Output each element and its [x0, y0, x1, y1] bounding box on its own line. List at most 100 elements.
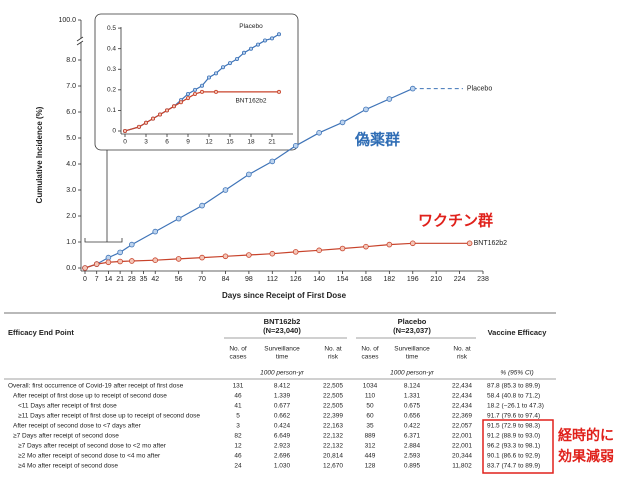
cell: 41 [234, 403, 242, 410]
column-header: time [406, 354, 419, 361]
cell: 46 [234, 393, 242, 400]
row-label: ≥2 Mo after receipt of second dose to <4… [18, 453, 161, 460]
marker [171, 104, 176, 109]
cell: 3 [236, 423, 240, 430]
marker [178, 100, 183, 105]
efficacy-header: Vaccine Efficacy [488, 328, 548, 337]
y-tick-label: 7.0 [66, 83, 76, 90]
marker [213, 89, 218, 94]
inset-connector [84, 150, 123, 243]
marker [269, 158, 276, 165]
marker [123, 128, 128, 133]
group-n: (N=23,040) [263, 326, 301, 335]
y-tick-label: 0.4 [107, 45, 116, 52]
marker [409, 240, 416, 247]
cell: 1.331 [404, 393, 421, 400]
y-tick-label: 8.0 [66, 57, 76, 64]
group-n: (N=23,037) [393, 326, 431, 335]
cell: 20,344 [452, 453, 472, 460]
marker [152, 228, 159, 235]
marker [105, 254, 112, 261]
efficacy-cell: 91.2 (88.9 to 93.0) [487, 433, 540, 440]
column-header: risk [328, 354, 339, 361]
cell: 1.339 [274, 393, 291, 400]
marker [316, 130, 322, 136]
cell: 12,670 [323, 463, 343, 470]
y-tick-label: 0.1 [107, 107, 116, 114]
marker [292, 249, 299, 255]
column-header: No. at [453, 346, 471, 353]
marker [185, 96, 190, 101]
cell: 110 [365, 393, 376, 400]
cell: 0.662 [274, 413, 291, 420]
cell: 82 [234, 433, 242, 440]
cell: 2.593 [404, 453, 421, 460]
unit: 1000 person-yr [390, 370, 435, 377]
marker [199, 83, 204, 88]
marker [234, 56, 239, 61]
marker [185, 91, 190, 96]
marker [386, 96, 393, 102]
cell: 22,057 [452, 423, 472, 430]
x-tick-label: 28 [128, 276, 136, 283]
marker [269, 36, 274, 41]
cell: 22,163 [323, 423, 343, 430]
x-tick-label: 168 [360, 276, 372, 283]
marker [192, 91, 197, 96]
marker [466, 240, 473, 247]
series-label: Placebo [467, 85, 492, 92]
row-label: ≥11 Days after receipt of first dose up … [18, 413, 200, 420]
cell: 131 [233, 383, 244, 390]
x-tick-label: 154 [337, 276, 349, 283]
marker [199, 202, 205, 209]
x-tick-label: 35 [140, 276, 148, 283]
cell: 449 [365, 453, 376, 460]
marker [136, 124, 141, 129]
row-label: After receipt of second dose to <7 days … [13, 423, 142, 430]
y-tick-label: 100.0 [58, 17, 76, 24]
marker [117, 258, 123, 265]
x-tick-label: 9 [186, 139, 190, 146]
y-tick-label: 4.0 [66, 161, 76, 168]
cell: 1034 [363, 383, 378, 390]
x-tick-label: 18 [247, 139, 255, 146]
x-tick-label: 224 [454, 276, 466, 283]
row-label: ≥7 Days after receipt of second dose to … [18, 443, 167, 450]
y-tick-label: 0.2 [107, 87, 116, 94]
column-header: risk [457, 354, 468, 361]
y-tick-label: 5.0 [66, 135, 76, 142]
x-tick-label: 3 [144, 139, 148, 146]
x-tick-label: 42 [151, 276, 159, 283]
column-header: No. at [324, 346, 342, 353]
marker [129, 241, 135, 248]
marker [157, 112, 162, 117]
marker [276, 89, 281, 94]
marker [82, 265, 88, 271]
placebo-annotation: 偽薬群 [354, 131, 400, 149]
cell: 11,802 [452, 463, 472, 470]
x-axis-title: Days since Receipt of First Dose [222, 291, 347, 300]
marker [199, 89, 204, 94]
x-tick-label: 14 [105, 276, 113, 283]
row-label: ≥4 Mo after receipt of second dose [18, 463, 118, 470]
efficacy-cell: 96.2 (93.3 to 98.1) [487, 443, 540, 450]
y-tick-label: 2.0 [66, 213, 76, 220]
marker [363, 106, 369, 113]
x-tick-label: 15 [226, 139, 234, 146]
efficacy-cell: 87.8 (85.3 to 89.9) [487, 383, 540, 390]
cell: 12 [234, 443, 242, 450]
marker [213, 71, 218, 76]
y-tick-label: 0.0 [66, 265, 76, 272]
series-label: Placebo [239, 23, 263, 30]
waning-annotation: 効果減弱 [558, 448, 614, 465]
cell: 6.371 [404, 433, 421, 440]
group-name: BNT162b2 [264, 317, 301, 326]
vaccine-annotation: ワクチン群 [418, 212, 493, 230]
cell: 2.696 [274, 453, 291, 460]
row-header: Efficacy End Point [8, 328, 74, 337]
row-label: <11 Days after receipt of first dose [18, 403, 117, 410]
efficacy-cell: 58.4 (40.8 to 71.2) [487, 393, 540, 400]
marker [175, 215, 182, 222]
marker [227, 61, 232, 66]
column-header: No. of [361, 346, 379, 353]
